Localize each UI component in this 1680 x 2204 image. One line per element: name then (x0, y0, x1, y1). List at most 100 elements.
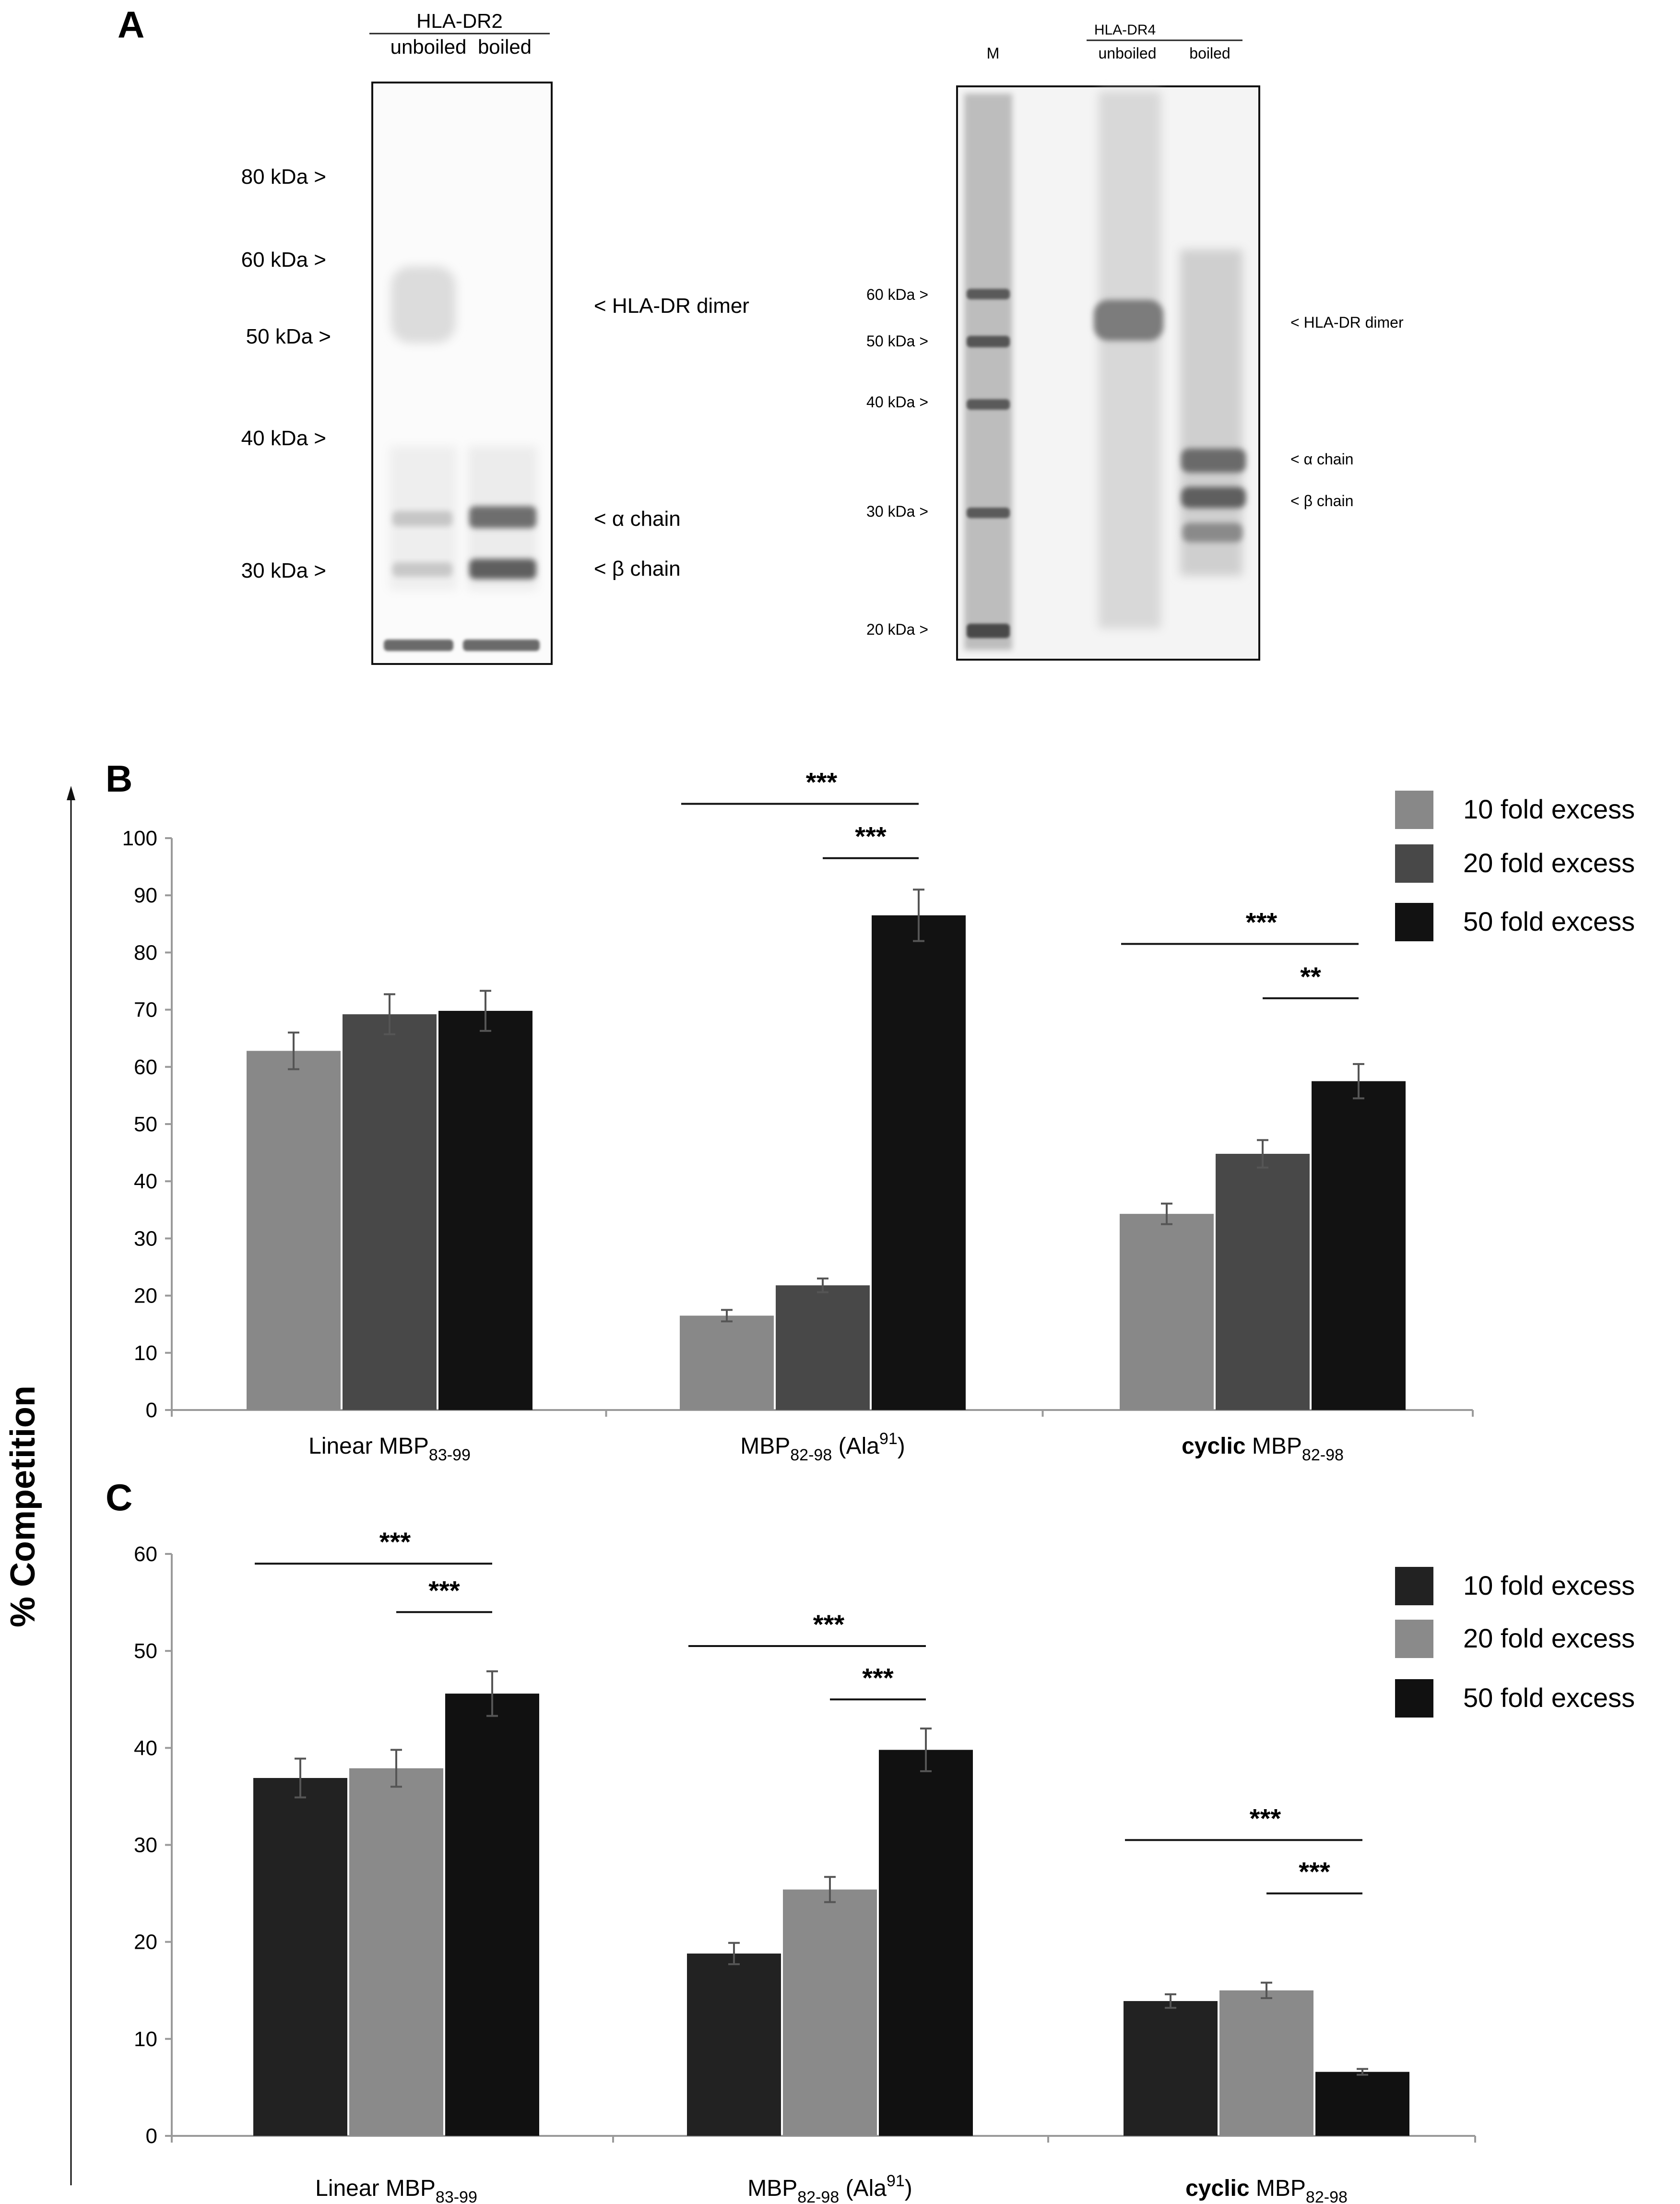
bar-c-2-0 (445, 1694, 539, 2136)
gel2-lane-unboiled: unboiled (1099, 45, 1157, 62)
significance-label: *** (1299, 1857, 1330, 1887)
significance-label: *** (1246, 907, 1278, 937)
shared-ylabel-arrowhead (67, 786, 75, 800)
gel1-lane-unboiled: unboiled (390, 36, 467, 58)
gel1-band-beta-unboiled (392, 562, 452, 577)
chart-panel-c: C 0 10 20 30 40 50 60 *** *** *** *** *** *** Linear M… (106, 1476, 1635, 2204)
category-label: Linear MBP83-99 (308, 1434, 471, 1464)
gel2-bands (964, 91, 1246, 650)
bar-b-1-0 (343, 1014, 437, 1410)
y-tick-label: 0 (146, 2124, 157, 2148)
bar-c-1-2 (1219, 1990, 1313, 2136)
gel2-header: HLA-DR4 (1094, 22, 1156, 38)
y-tick-label: 40 (134, 1170, 157, 1193)
gel2-ladder-50 (967, 336, 1010, 347)
gel2-marker-30: 30 kDa > (866, 503, 928, 520)
gel1-lane-boiled: boiled (478, 36, 532, 58)
bar-b-1-2 (1216, 1153, 1310, 1410)
bar-b-2-0 (438, 1010, 532, 1410)
bar-c-0-0 (253, 1778, 347, 2136)
significance-label: *** (1250, 1803, 1281, 1833)
gel2-ladder-40 (967, 399, 1010, 410)
y-tick-label: 30 (134, 1227, 157, 1250)
legend-label: 50 fold excess (1463, 1683, 1635, 1713)
gel1-band-front-unboiled (384, 640, 453, 651)
significance-label: *** (855, 821, 887, 852)
bar-c-0-1 (687, 1953, 781, 2136)
gel1-band-beta-boiled (469, 559, 536, 579)
panel-a: A HLA-DR2 unboiled boiled 80 kDa (118, 3, 1404, 665)
significance-label: *** (862, 1662, 894, 1693)
legend-label: 10 fold excess (1463, 794, 1635, 824)
y-tick-label: 80 (134, 941, 157, 964)
gel1-band-alpha-boiled (469, 506, 536, 528)
gel2-ladder-smear (964, 94, 1012, 650)
bar-b-0-2 (1120, 1214, 1214, 1410)
bar-b-0-1 (680, 1315, 774, 1410)
gel1-band-alpha-unboiled (392, 511, 452, 526)
gel1-marker-80: 80 kDa > (241, 165, 326, 189)
bar-c-2-1 (879, 1750, 973, 2136)
legend-label: 20 fold excess (1463, 1623, 1635, 1653)
y-tick-label: 40 (134, 1736, 157, 1760)
bar-b-0-0 (247, 1051, 341, 1410)
gel2-annotations: < HLA-DR dimer < α chain < β chain (1290, 314, 1404, 510)
gel1-annotation-dimer: < HLA-DR dimer (594, 294, 749, 318)
y-tick-label: 70 (134, 998, 157, 1022)
gel-hla-dr2: HLA-DR2 unboiled boiled 80 kDa > 60 kDa … (241, 10, 749, 665)
gel2-annotation-beta: < β chain (1290, 492, 1353, 510)
panel-c-label: C (106, 1476, 132, 1518)
gel2-ladder-30 (967, 508, 1010, 518)
y-tick-label: 10 (134, 2027, 157, 2051)
y-tick-label: 30 (134, 1834, 157, 1857)
bar-c-1-1 (783, 1889, 877, 2136)
gel1-header: HLA-DR2 (416, 10, 503, 32)
gel2-annotation-dimer: < HLA-DR dimer (1290, 314, 1404, 331)
bar-c-2-2 (1315, 2072, 1409, 2136)
panel-a-label: A (118, 3, 144, 46)
gel1-markers: 80 kDa > 60 kDa > 50 kDa > 40 kDa > 30 k… (241, 165, 331, 582)
legend-swatch (1395, 1679, 1433, 1718)
y-tick-label: 60 (134, 1055, 157, 1079)
gel2-lane-boiled: boiled (1189, 45, 1230, 62)
gel2-unboiled-smear (1099, 91, 1161, 628)
y-tick-label: 0 (146, 1398, 157, 1422)
significance-label: *** (806, 767, 838, 797)
gel1-marker-30: 30 kDa > (241, 559, 326, 582)
gel1-marker-40: 40 kDa > (241, 427, 326, 450)
shared-ylabel: % Competition (4, 1386, 42, 1627)
bar-b-1-1 (776, 1285, 870, 1410)
legend-swatch (1395, 903, 1433, 941)
legend-label: 10 fold excess (1463, 1570, 1635, 1600)
gel1-annotations: < HLA-DR dimer < α chain < β chain (594, 294, 749, 581)
gel2-marker-40: 40 kDa > (866, 393, 928, 411)
gel2-markers: 60 kDa > 50 kDa > 40 kDa > 30 kDa > 20 k… (866, 286, 928, 638)
gel1-annotation-beta: < β chain (594, 557, 681, 581)
category-label: cyclic MBP82-98 (1185, 2176, 1348, 2204)
gel2-boiled-smear (1180, 249, 1242, 576)
significance-label: *** (813, 1609, 845, 1639)
y-tick-label: 20 (134, 1931, 157, 1954)
category-label: MBP82-98 (Ala91) (747, 2172, 912, 2204)
significance-label: ** (1300, 961, 1321, 992)
y-tick-label: 100 (122, 827, 157, 850)
category-label: Linear MBP83-99 (315, 2176, 477, 2204)
gel2-boiled-alpha (1181, 449, 1246, 473)
gel2-ladder-60 (967, 289, 1010, 299)
gel-hla-dr4: HLA-DR4 M unboiled boiled (866, 22, 1404, 661)
y-tick-label: 60 (134, 1542, 157, 1566)
shared-ylabel-group: % Competition (4, 786, 75, 2185)
gel2-boiled-beta (1181, 487, 1246, 508)
significance-label: *** (379, 1527, 411, 1557)
gel1-marker-60: 60 kDa > (241, 248, 326, 272)
gel2-unboiled-dimer (1094, 300, 1163, 341)
y-tick-label: 10 (134, 1341, 157, 1365)
legend-swatch (1395, 1620, 1433, 1658)
gel1-annotation-alpha: < α chain (594, 507, 681, 531)
legend-label: 50 fold excess (1463, 906, 1635, 936)
bar-c-1-0 (349, 1768, 443, 2136)
gel2-marker-60: 60 kDa > (866, 286, 928, 303)
gel1-band-dimer (391, 266, 456, 343)
gel2-marker-50: 50 kDa > (866, 332, 928, 350)
gel2-ladder-20 (967, 624, 1010, 638)
